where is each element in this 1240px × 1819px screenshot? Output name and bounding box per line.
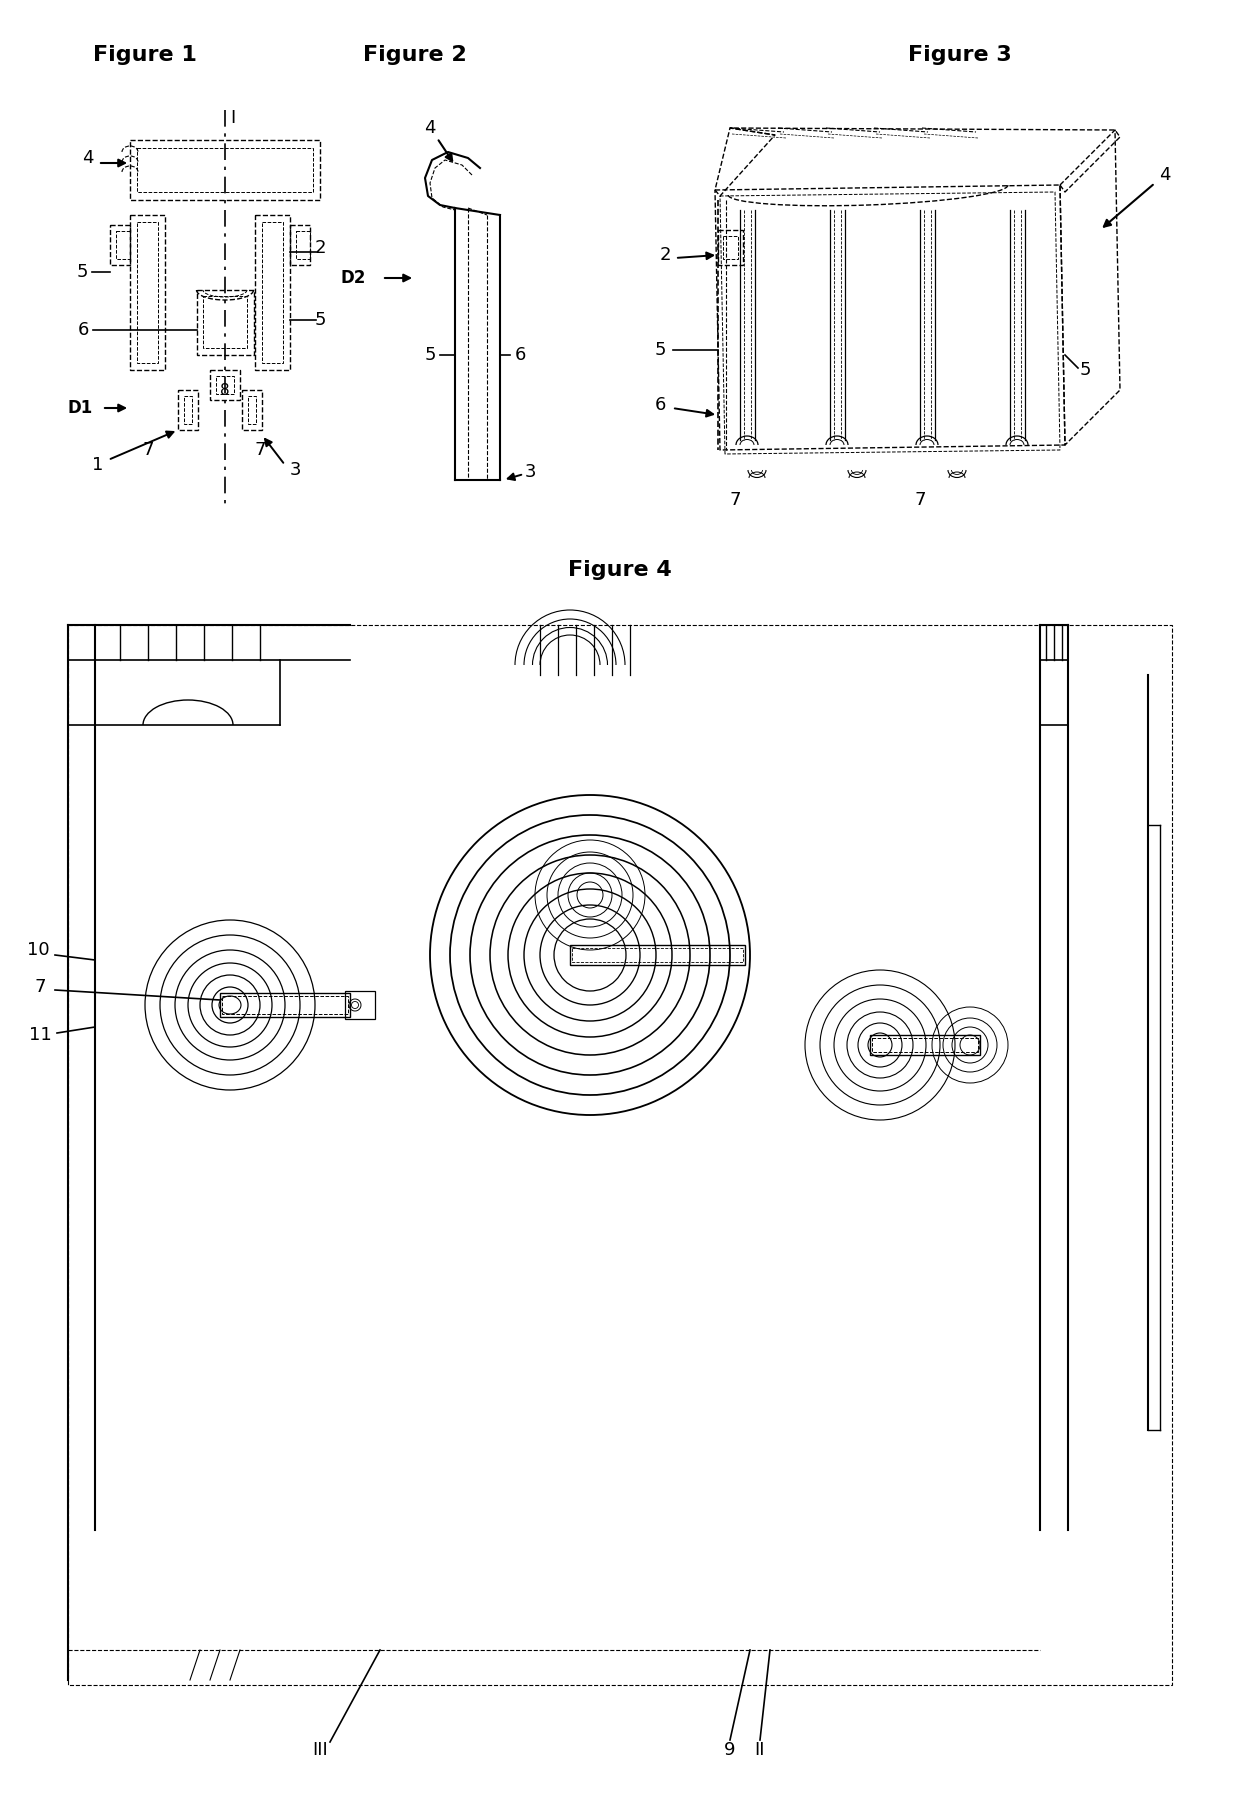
Bar [219, 993, 350, 1017]
Text: 5: 5 [76, 264, 88, 280]
Bar [242, 389, 262, 429]
Text: 7: 7 [35, 979, 46, 997]
Bar [68, 626, 1172, 1684]
Bar [870, 1035, 980, 1055]
Bar [262, 222, 283, 364]
Bar [723, 236, 738, 258]
Bar [248, 397, 255, 424]
Text: 6: 6 [655, 397, 666, 415]
Bar [136, 147, 312, 193]
Text: D1: D1 [67, 398, 93, 417]
Bar [136, 222, 157, 364]
Text: D2: D2 [340, 269, 366, 287]
Text: 10: 10 [27, 940, 50, 959]
Bar [222, 997, 348, 1013]
Bar [296, 231, 310, 258]
Text: 8: 8 [221, 382, 229, 398]
Text: 4: 4 [82, 149, 94, 167]
Bar [130, 140, 320, 200]
Text: 5: 5 [1079, 360, 1091, 378]
Text: 1: 1 [92, 457, 104, 475]
Text: II: II [755, 1741, 765, 1759]
Bar [572, 948, 743, 962]
Bar [570, 946, 745, 966]
Text: Figure 2: Figure 2 [363, 45, 467, 65]
Text: 3: 3 [289, 460, 301, 478]
Text: Figure 1: Figure 1 [93, 45, 197, 65]
Text: 7: 7 [914, 491, 926, 509]
Text: 5: 5 [314, 311, 326, 329]
Text: 7: 7 [729, 491, 740, 509]
Text: 7: 7 [143, 440, 154, 458]
Bar [184, 397, 192, 424]
Bar [203, 296, 247, 347]
Bar [290, 226, 310, 266]
Bar [216, 377, 234, 395]
Text: III: III [312, 1741, 327, 1759]
Text: Figure 4: Figure 4 [568, 560, 672, 580]
Bar [210, 369, 241, 400]
Text: 3: 3 [525, 464, 536, 480]
Text: 9: 9 [724, 1741, 735, 1759]
Bar [110, 226, 130, 266]
Text: 5: 5 [655, 340, 666, 358]
Text: 2: 2 [314, 238, 326, 256]
Text: 4: 4 [424, 118, 435, 136]
Bar [345, 991, 374, 1019]
Text: Figure 3: Figure 3 [908, 45, 1012, 65]
Text: I: I [231, 109, 236, 127]
Text: 7: 7 [254, 440, 265, 458]
Bar [255, 215, 290, 369]
Text: 6: 6 [77, 320, 89, 338]
Bar [718, 229, 743, 266]
Bar [872, 1039, 978, 1051]
Bar [197, 289, 254, 355]
Bar [117, 231, 130, 258]
Text: 4: 4 [1159, 166, 1171, 184]
Text: 11: 11 [29, 1026, 51, 1044]
Text: 2: 2 [660, 246, 671, 264]
Text: 5: 5 [424, 346, 435, 364]
Bar [130, 215, 165, 369]
Bar [179, 389, 198, 429]
Text: 6: 6 [515, 346, 526, 364]
